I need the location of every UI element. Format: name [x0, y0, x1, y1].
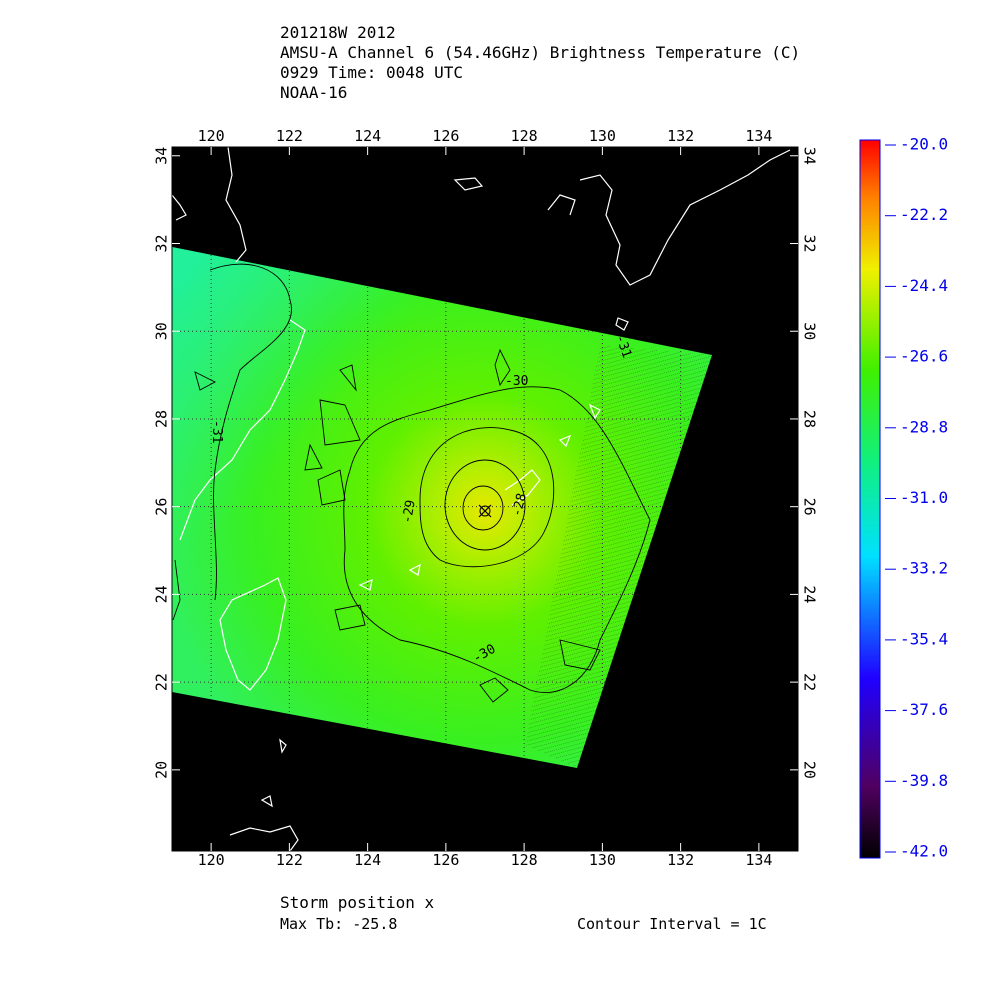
colorbar-label: -33.2 [900, 559, 948, 578]
contour [343, 386, 651, 693]
lon-label-top: 134 [745, 127, 772, 145]
lat-label-right: 26 [801, 498, 819, 516]
grid [172, 247, 712, 768]
lat-label-right: 34 [801, 147, 819, 165]
colorbar [859, 139, 881, 859]
lon-label-bottom: 120 [198, 851, 225, 869]
lon-label-bottom: 126 [432, 851, 459, 869]
lat-label-left: 28 [153, 410, 171, 428]
header-line: AMSU-A Channel 6 (54.46GHz) Brightness T… [280, 43, 800, 62]
okinawa [504, 469, 541, 506]
taiwan [219, 577, 287, 691]
contour-label: -29 [400, 499, 419, 525]
colorbar-label: -42.0 [900, 842, 948, 861]
coast [615, 317, 629, 331]
coast [171, 194, 187, 221]
contour-label: -28 [509, 492, 530, 519]
colorbar-label: -37.6 [900, 700, 948, 719]
contour [172, 371, 216, 621]
header-line: 0929 Time: 0048 UTC [280, 63, 463, 82]
colorbar-label: -24.4 [900, 276, 948, 295]
coast [453, 177, 484, 191]
lon-label-bottom: 122 [276, 851, 303, 869]
coast [225, 146, 247, 263]
lat-label-left: 30 [153, 322, 171, 340]
colorbar-label: -28.8 [900, 417, 948, 436]
lon-label-top: 122 [276, 127, 303, 145]
coast [579, 149, 791, 286]
lat-label-left: 22 [153, 673, 171, 691]
lat-label-right: 32 [801, 234, 819, 252]
contour [304, 348, 601, 703]
storm-position: Storm position x [280, 893, 434, 912]
coast [547, 194, 576, 216]
colorbar-label: -20.0 [900, 135, 948, 154]
contours [172, 263, 651, 703]
lon-label-bottom: 130 [589, 851, 616, 869]
colorbar-ticks: -20.0 -22.2 -24.4 -26.6 -28.8 -31.0 -33.2 -35.4… [885, 135, 948, 861]
lat-label-right: 20 [801, 761, 819, 779]
storm-marker [478, 504, 492, 518]
colorbar-label: -35.4 [900, 629, 948, 648]
coast [229, 825, 299, 852]
lat-label-right: 28 [801, 410, 819, 428]
contour [462, 485, 504, 531]
header-line: 201218W 2012 [280, 23, 396, 42]
lon-label-top: 130 [589, 127, 616, 145]
map-frame [171, 146, 799, 852]
lat-label-left: 24 [153, 585, 171, 603]
lat-label-right: 22 [801, 673, 819, 691]
lat-label-left: 32 [153, 234, 171, 252]
colorbar-label: -31.0 [900, 488, 948, 507]
contour [209, 263, 292, 601]
coastlines [171, 146, 791, 852]
swath-edge [525, 345, 712, 768]
coast [179, 319, 306, 541]
lon-label-bottom: 128 [511, 851, 538, 869]
lon-label-top: 124 [354, 127, 381, 145]
contour-label: -31 [209, 420, 224, 443]
lon-label-bottom: 132 [667, 851, 694, 869]
lon-label-bottom: 134 [745, 851, 772, 869]
storm-x [478, 504, 492, 518]
islands [358, 403, 601, 591]
contour-interval: Contour Interval = 1C [577, 915, 767, 933]
colorbar-label: -26.6 [900, 347, 948, 366]
lon-label-top: 120 [198, 127, 225, 145]
coast [260, 738, 287, 808]
storm-x [479, 505, 491, 517]
lon-label-top: 126 [432, 127, 459, 145]
colorbar-label: -39.8 [900, 771, 948, 790]
lat-label-left: 26 [153, 498, 171, 516]
colorbar-label: -22.2 [900, 205, 948, 224]
contour [444, 459, 526, 551]
lat-label-right: 24 [801, 585, 819, 603]
lat-label-left: 20 [153, 761, 171, 779]
contour-label: -30 [505, 374, 528, 389]
lat-label-right: 30 [801, 322, 819, 340]
lat-label-left: 34 [153, 147, 171, 165]
contour [419, 427, 555, 568]
lon-label-bottom: 124 [354, 851, 381, 869]
lon-label-top: 128 [511, 127, 538, 145]
max-tb: Max Tb: -25.8 [280, 915, 397, 933]
header-line: NOAA-16 [280, 83, 347, 102]
lon-label-top: 132 [667, 127, 694, 145]
